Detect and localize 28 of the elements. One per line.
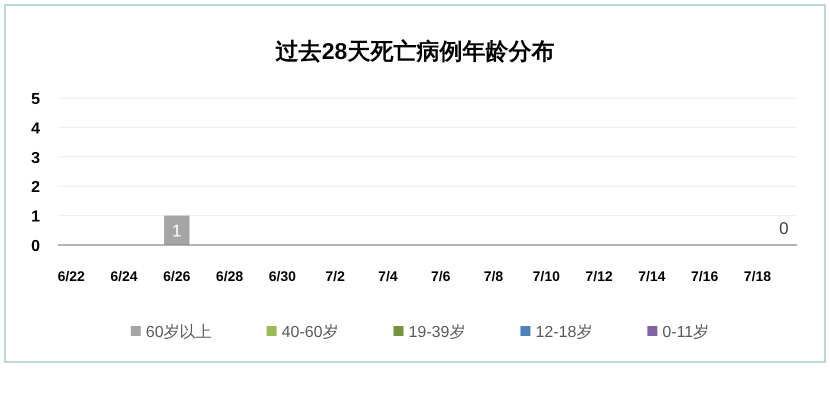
x-tick-label: 7/16 (691, 268, 718, 284)
x-tick-label: 7/2 (325, 268, 346, 284)
y-tick-label: 2 (31, 179, 40, 196)
x-tick-label: 6/26 (163, 268, 191, 284)
chart-title: 过去28天死亡病例年龄分布 (274, 38, 554, 64)
x-tick-label: 7/6 (430, 268, 451, 284)
x-tick-label: 6/28 (216, 268, 244, 284)
y-tick-label: 0 (31, 238, 40, 255)
x-tick-label: 6/30 (268, 268, 296, 284)
x-tick-label: 7/18 (744, 268, 772, 284)
legend-label: 40-60岁 (282, 323, 339, 341)
x-tick-label: 7/14 (638, 268, 666, 284)
x-tick-label: 7/4 (378, 268, 398, 284)
y-tick-label: 3 (31, 150, 40, 167)
x-tick-label: 6/24 (110, 268, 138, 284)
total-label: 0 (779, 219, 789, 238)
y-tick-label: 4 (31, 120, 40, 138)
x-tick-label: 7/8 (484, 268, 504, 284)
data-label: 1 (172, 221, 182, 240)
x-tick-label: 7/10 (532, 268, 560, 284)
legend-label: 19-39岁 (408, 323, 466, 341)
x-tick-label: 6/22 (58, 268, 86, 284)
y-tick-label: 5 (31, 91, 40, 108)
legend-label: 12-18岁 (535, 323, 592, 341)
y-tick-label: 1 (31, 208, 40, 226)
legend-label: 0-11岁 (662, 323, 710, 341)
x-tick-label: 7/12 (585, 268, 613, 284)
legend-label: 60岁以上 (146, 323, 212, 341)
